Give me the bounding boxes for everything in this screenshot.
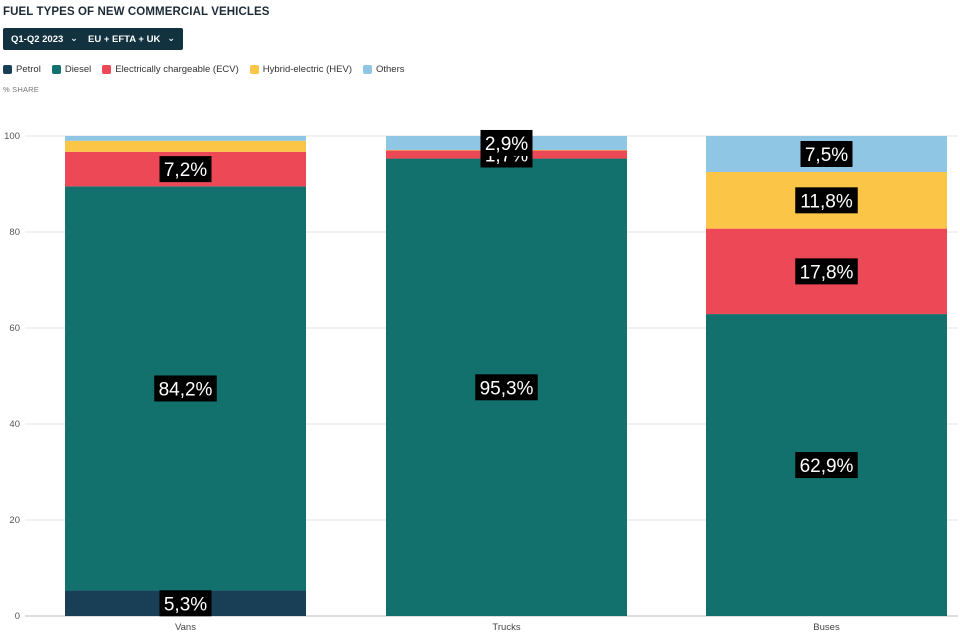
data-label-text: 2,9% (485, 134, 528, 155)
legend-label-petrol: Petrol (16, 64, 41, 75)
region-dropdown[interactable]: EU + EFTA + UK ⌄ (80, 28, 183, 50)
bar-segment-others[interactable] (65, 136, 306, 141)
data-label-text: 62,9% (800, 456, 854, 477)
data-label-box (159, 590, 212, 617)
period-dropdown[interactable]: Q1-Q2 2023 ⌄ (3, 28, 86, 50)
data-label-box (800, 141, 853, 167)
data-label-box (154, 375, 217, 402)
y-tick-label: 40 (9, 419, 20, 430)
chevron-down-icon: ⌄ (167, 32, 175, 43)
y-tick-label: 20 (9, 515, 20, 526)
y-axis-unit-label: % SHARE (3, 85, 39, 94)
chart-title: FUEL TYPES OF NEW COMMERCIAL VEHICLES (3, 6, 270, 18)
legend-label-ecv: Electrically chargeable (ECV) (115, 64, 239, 75)
data-label: 5,3% (159, 590, 212, 617)
y-tick-label: 100 (4, 131, 20, 142)
data-label: 62,9% (795, 452, 858, 479)
legend-swatch-petrol (3, 65, 12, 74)
data-label-box (795, 187, 858, 214)
legend-swatch-hev (249, 65, 259, 74)
y-tick-label: 0 (15, 611, 20, 622)
legend-label-others: Others (376, 64, 405, 75)
data-label: 84,2% (154, 375, 217, 402)
data-label-text: 11,8% (800, 191, 853, 212)
legend-label-hev: Hybrid-electric (HEV) (262, 64, 352, 75)
data-label-box (159, 156, 212, 183)
data-label-box (795, 452, 858, 479)
legend-label-diesel: Diesel (64, 64, 92, 75)
data-label-box (480, 129, 533, 156)
legend-item-diesel[interactable]: Diesel (51, 64, 92, 75)
chart-legend: Petrol Diesel Electrically chargeable (E… (3, 64, 416, 75)
data-label: 17,8% (795, 258, 858, 285)
data-label: 7,5% (800, 141, 853, 167)
legend-item-others[interactable]: Others (363, 64, 405, 75)
data-label-text: 84,2% (159, 379, 213, 400)
bar-segment-hev[interactable] (65, 140, 306, 152)
data-label-box (475, 374, 538, 401)
legend-swatch-ecv (102, 65, 112, 74)
legend-item-ecv[interactable]: Electrically chargeable (ECV) (102, 64, 239, 75)
legend-swatch-others (363, 65, 372, 74)
data-label-text: 5,3% (164, 594, 207, 615)
data-label-text: 7,2% (164, 160, 207, 181)
y-tick-label: 60 (9, 323, 20, 334)
data-label: 95,3% (475, 374, 538, 401)
legend-swatch-diesel (51, 65, 61, 74)
x-category-label: Trucks (492, 622, 520, 633)
chevron-down-icon: ⌄ (70, 32, 78, 43)
y-tick-label: 80 (9, 227, 20, 238)
legend-item-petrol[interactable]: Petrol (3, 64, 41, 75)
x-category-label: Buses (813, 622, 840, 633)
data-label-box (795, 258, 858, 285)
data-label-text: 7,5% (805, 145, 848, 166)
data-label-text: 17,8% (800, 262, 854, 283)
data-label: 11,8% (795, 187, 858, 214)
data-label: 7,2% (159, 156, 212, 183)
legend-item-hev[interactable]: Hybrid-electric (HEV) (249, 64, 352, 75)
data-label: 2,9% (480, 129, 533, 156)
region-dropdown-label: EU + EFTA + UK (88, 33, 161, 45)
x-category-label: Vans (175, 622, 196, 633)
period-dropdown-label: Q1-Q2 2023 (11, 33, 64, 45)
data-label-text: 95,3% (480, 378, 534, 399)
